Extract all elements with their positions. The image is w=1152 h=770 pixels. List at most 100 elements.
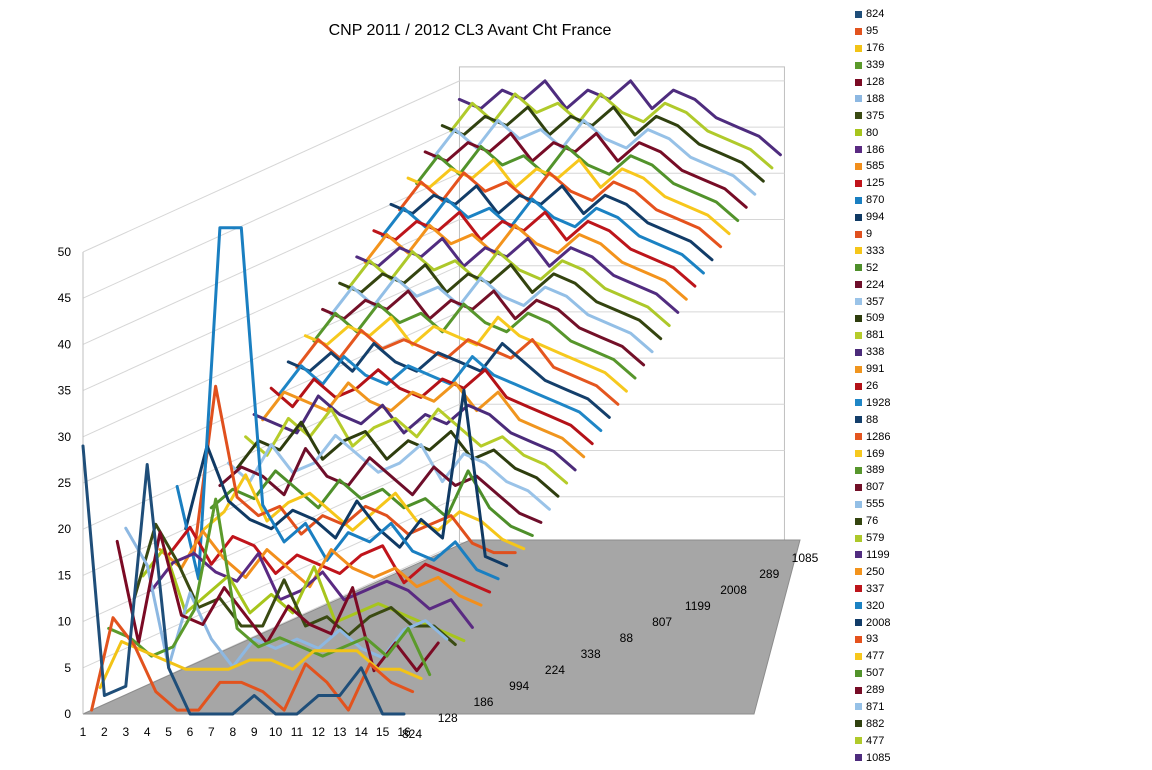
legend-item: 994 bbox=[855, 209, 975, 226]
legend-swatch bbox=[855, 78, 862, 86]
legend-item: 188 bbox=[855, 90, 975, 107]
legend-item: 2008 bbox=[855, 614, 975, 631]
legend-swatch bbox=[855, 585, 862, 593]
legend-item: 338 bbox=[855, 344, 975, 361]
legend-item: 169 bbox=[855, 445, 975, 462]
legend-item: 52 bbox=[855, 259, 975, 276]
depth-tick-label: 2008 bbox=[720, 583, 747, 597]
depth-tick-label: 186 bbox=[473, 695, 493, 709]
legend-swatch bbox=[855, 112, 862, 120]
legend-swatch bbox=[855, 348, 862, 356]
legend-item: 1199 bbox=[855, 547, 975, 564]
legend-label: 289 bbox=[866, 684, 885, 697]
x-tick-label: 14 bbox=[355, 725, 369, 739]
series-line-125 bbox=[167, 525, 492, 594]
y-tick-label: 5 bbox=[64, 661, 71, 675]
series-line-339 bbox=[107, 497, 432, 677]
side-gridline bbox=[82, 265, 460, 438]
legend-label: 338 bbox=[866, 346, 885, 359]
legend-swatch bbox=[855, 382, 862, 390]
legend-label: 824 bbox=[866, 8, 885, 21]
legend-swatch bbox=[855, 27, 862, 35]
x-tick-label: 11 bbox=[291, 725, 304, 739]
series-line-994 bbox=[184, 388, 509, 568]
legend-swatch bbox=[855, 652, 862, 660]
legend-label: 1085 bbox=[866, 751, 891, 764]
y-tick-label: 0 bbox=[64, 707, 71, 721]
legend-item: 882 bbox=[855, 715, 975, 732]
legend-item: 1928 bbox=[855, 394, 975, 411]
legend-swatch bbox=[855, 365, 862, 373]
depth-tick-label: 289 bbox=[759, 567, 779, 581]
depth-tick-label: 88 bbox=[620, 631, 634, 645]
legend-item: 509 bbox=[855, 310, 975, 327]
legend-item: 88 bbox=[855, 411, 975, 428]
legend-label: 882 bbox=[866, 717, 885, 730]
legend-label: 52 bbox=[866, 261, 879, 274]
series-line-389 bbox=[312, 302, 637, 380]
legend-label: 1928 bbox=[866, 396, 891, 409]
x-tick-label: 4 bbox=[144, 725, 151, 739]
series-line-881 bbox=[244, 407, 569, 485]
legend-label: 333 bbox=[866, 244, 885, 257]
x-tick-label: 5 bbox=[165, 725, 172, 739]
legend-swatch bbox=[855, 196, 862, 204]
legend-swatch bbox=[855, 754, 862, 762]
legend-item: 26 bbox=[855, 378, 975, 395]
depth-tick-label: 128 bbox=[438, 711, 458, 725]
legend-swatch bbox=[855, 483, 862, 491]
legend-item: 93 bbox=[855, 631, 975, 648]
legend-swatch bbox=[855, 635, 862, 643]
legend-label: 477 bbox=[866, 734, 885, 747]
series-line-357 bbox=[226, 433, 551, 511]
y-tick-label: 10 bbox=[58, 615, 72, 629]
legend-label: 871 bbox=[866, 700, 885, 713]
legend-swatch bbox=[855, 314, 862, 322]
legend-swatch bbox=[855, 568, 862, 576]
series-line-870 bbox=[175, 226, 500, 581]
legend-item: 9 bbox=[855, 226, 975, 243]
x-tick-label: 9 bbox=[251, 725, 258, 739]
legend-swatch bbox=[855, 450, 862, 458]
legend-swatch bbox=[855, 264, 862, 272]
legend-swatch bbox=[855, 146, 862, 154]
back-wall bbox=[458, 66, 785, 544]
legend-label: 169 bbox=[866, 447, 885, 460]
legend-label: 80 bbox=[866, 126, 879, 139]
legend-swatch bbox=[855, 95, 862, 103]
series-line-9 bbox=[192, 384, 517, 555]
legend-item: 128 bbox=[855, 74, 975, 91]
legend-label: 9 bbox=[866, 228, 873, 241]
chart-frame bbox=[82, 66, 801, 715]
legend-label: 188 bbox=[866, 92, 885, 105]
depth-tick-label: 224 bbox=[545, 663, 565, 677]
legend-item: 824 bbox=[855, 6, 975, 23]
side-gridline bbox=[82, 403, 460, 576]
legend-label: 1286 bbox=[866, 430, 891, 443]
series-line-176 bbox=[98, 640, 423, 690]
legend-swatch bbox=[855, 61, 862, 69]
series-line-128 bbox=[115, 530, 440, 673]
legend-item: 186 bbox=[855, 141, 975, 158]
legend-item: 80 bbox=[855, 124, 975, 141]
legend-label: 320 bbox=[866, 599, 885, 612]
series-line-507 bbox=[415, 145, 740, 222]
legend-swatch bbox=[855, 737, 862, 745]
legend-swatch bbox=[855, 686, 862, 694]
series-line-95 bbox=[90, 616, 415, 712]
x-tick-label: 3 bbox=[122, 725, 129, 739]
series-line-585 bbox=[158, 529, 483, 607]
y-tick-label: 25 bbox=[58, 476, 72, 490]
legend-label: 250 bbox=[866, 565, 885, 578]
legend-swatch bbox=[855, 602, 862, 610]
x-tick-label: 2 bbox=[101, 725, 108, 739]
legend-swatch bbox=[855, 179, 862, 187]
legend-item: 76 bbox=[855, 513, 975, 530]
legend-item: 333 bbox=[855, 242, 975, 259]
legend-swatch bbox=[855, 331, 862, 339]
legend-item: 389 bbox=[855, 462, 975, 479]
legend-swatch bbox=[855, 466, 862, 474]
legend-label: 881 bbox=[866, 329, 885, 342]
legend-swatch bbox=[855, 517, 862, 525]
legend-label: 125 bbox=[866, 177, 885, 190]
